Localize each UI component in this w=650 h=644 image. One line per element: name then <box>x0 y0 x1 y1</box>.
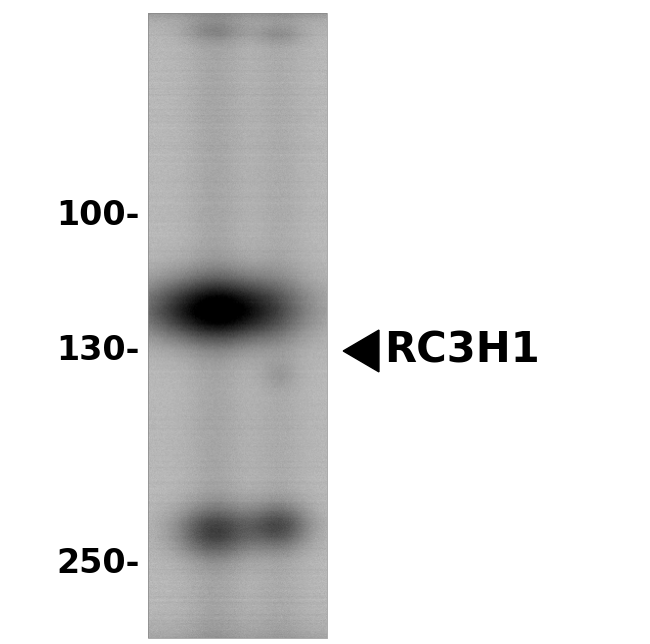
Text: 130-: 130- <box>57 334 140 368</box>
Bar <box>148 13 327 638</box>
Text: RC3H1: RC3H1 <box>384 330 540 372</box>
Text: 100-: 100- <box>57 199 140 232</box>
Polygon shape <box>343 330 379 372</box>
Text: 250-: 250- <box>57 547 140 580</box>
